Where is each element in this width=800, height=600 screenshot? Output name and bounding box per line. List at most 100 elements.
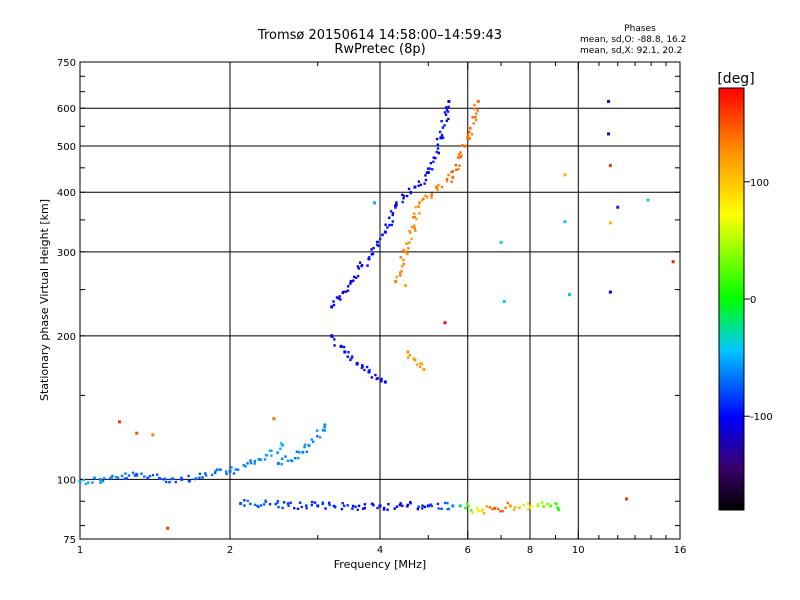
data-point (310, 438, 313, 441)
data-point (445, 177, 449, 181)
data-point (514, 506, 517, 509)
data-point (159, 477, 162, 480)
data-point (398, 503, 401, 507)
data-point (403, 250, 407, 254)
data-point (257, 505, 260, 508)
data-point (371, 252, 375, 256)
data-point (298, 451, 301, 454)
data-point (279, 442, 283, 445)
data-point (441, 126, 445, 129)
data-point (323, 426, 326, 429)
data-point (374, 373, 377, 377)
data-point (316, 504, 320, 508)
data-point (443, 111, 447, 114)
data-point (440, 135, 443, 139)
data-point (395, 203, 398, 206)
phase-title: Phases (624, 24, 656, 34)
data-point (276, 451, 279, 454)
data-point (332, 504, 335, 508)
data-point (401, 193, 404, 197)
data-point (671, 260, 675, 264)
x-tick-label: 10 (572, 545, 585, 556)
data-point (290, 459, 294, 463)
data-point (526, 508, 530, 511)
data-point (409, 190, 413, 194)
data-point (259, 504, 263, 507)
data-point (350, 356, 353, 360)
data-point (286, 502, 290, 505)
data-point (270, 454, 273, 457)
data-point (164, 480, 168, 484)
data-point (92, 476, 96, 479)
data-point (413, 215, 417, 219)
data-point (413, 358, 417, 362)
data-point (253, 503, 257, 507)
data-point (370, 248, 373, 251)
data-point (84, 482, 88, 486)
data-point (409, 231, 412, 234)
data-point (168, 480, 171, 484)
data-point (376, 377, 379, 380)
data-point (403, 283, 407, 287)
data-point (399, 274, 402, 277)
scatter-points (78, 99, 675, 530)
data-point (293, 506, 296, 510)
data-point (198, 476, 201, 479)
data-point (563, 173, 567, 177)
data-point (395, 275, 398, 279)
data-point (424, 174, 427, 177)
data-point (286, 459, 290, 463)
data-point (423, 505, 427, 509)
data-point (131, 471, 135, 475)
data-point (352, 279, 355, 282)
data-point (349, 358, 352, 362)
x-tick-label: 16 (674, 545, 687, 556)
data-point (358, 261, 362, 264)
x-tick-label: 4 (377, 545, 383, 556)
data-point (354, 505, 357, 509)
data-point (432, 156, 435, 159)
data-point (407, 187, 411, 191)
data-point (415, 217, 418, 221)
data-point (406, 356, 410, 359)
data-point (268, 449, 272, 452)
y-tick-label: 400 (57, 188, 76, 199)
data-point (430, 196, 433, 199)
data-point (363, 368, 366, 372)
data-point (402, 262, 405, 266)
data-point (356, 274, 360, 278)
data-point (440, 133, 444, 137)
x-axis-ticks: 1 2 4 6 8 10 16 (77, 62, 687, 556)
data-point (219, 468, 222, 471)
data-point (607, 132, 611, 136)
data-point (389, 210, 393, 213)
data-point (445, 108, 449, 112)
data-point (391, 212, 395, 215)
data-point (435, 185, 439, 189)
data-point (323, 429, 326, 432)
data-point (244, 465, 247, 468)
data-point (379, 237, 382, 241)
data-point (355, 361, 359, 365)
data-point (459, 156, 462, 159)
data-point (351, 355, 354, 358)
data-point (333, 505, 337, 508)
grid (80, 62, 680, 539)
data-point (424, 194, 427, 197)
data-point (363, 503, 367, 506)
data-point (460, 154, 463, 157)
data-point (376, 240, 379, 244)
colorbar (718, 87, 745, 511)
data-point (249, 461, 253, 465)
data-point (368, 369, 371, 372)
data-point (608, 221, 612, 225)
data-point (351, 507, 354, 510)
data-point (327, 501, 331, 505)
data-point (372, 246, 375, 250)
data-point (330, 305, 334, 309)
data-point (387, 216, 391, 220)
data-point (436, 143, 440, 146)
data-point (455, 168, 458, 172)
data-point (456, 156, 460, 159)
data-point (323, 423, 327, 427)
